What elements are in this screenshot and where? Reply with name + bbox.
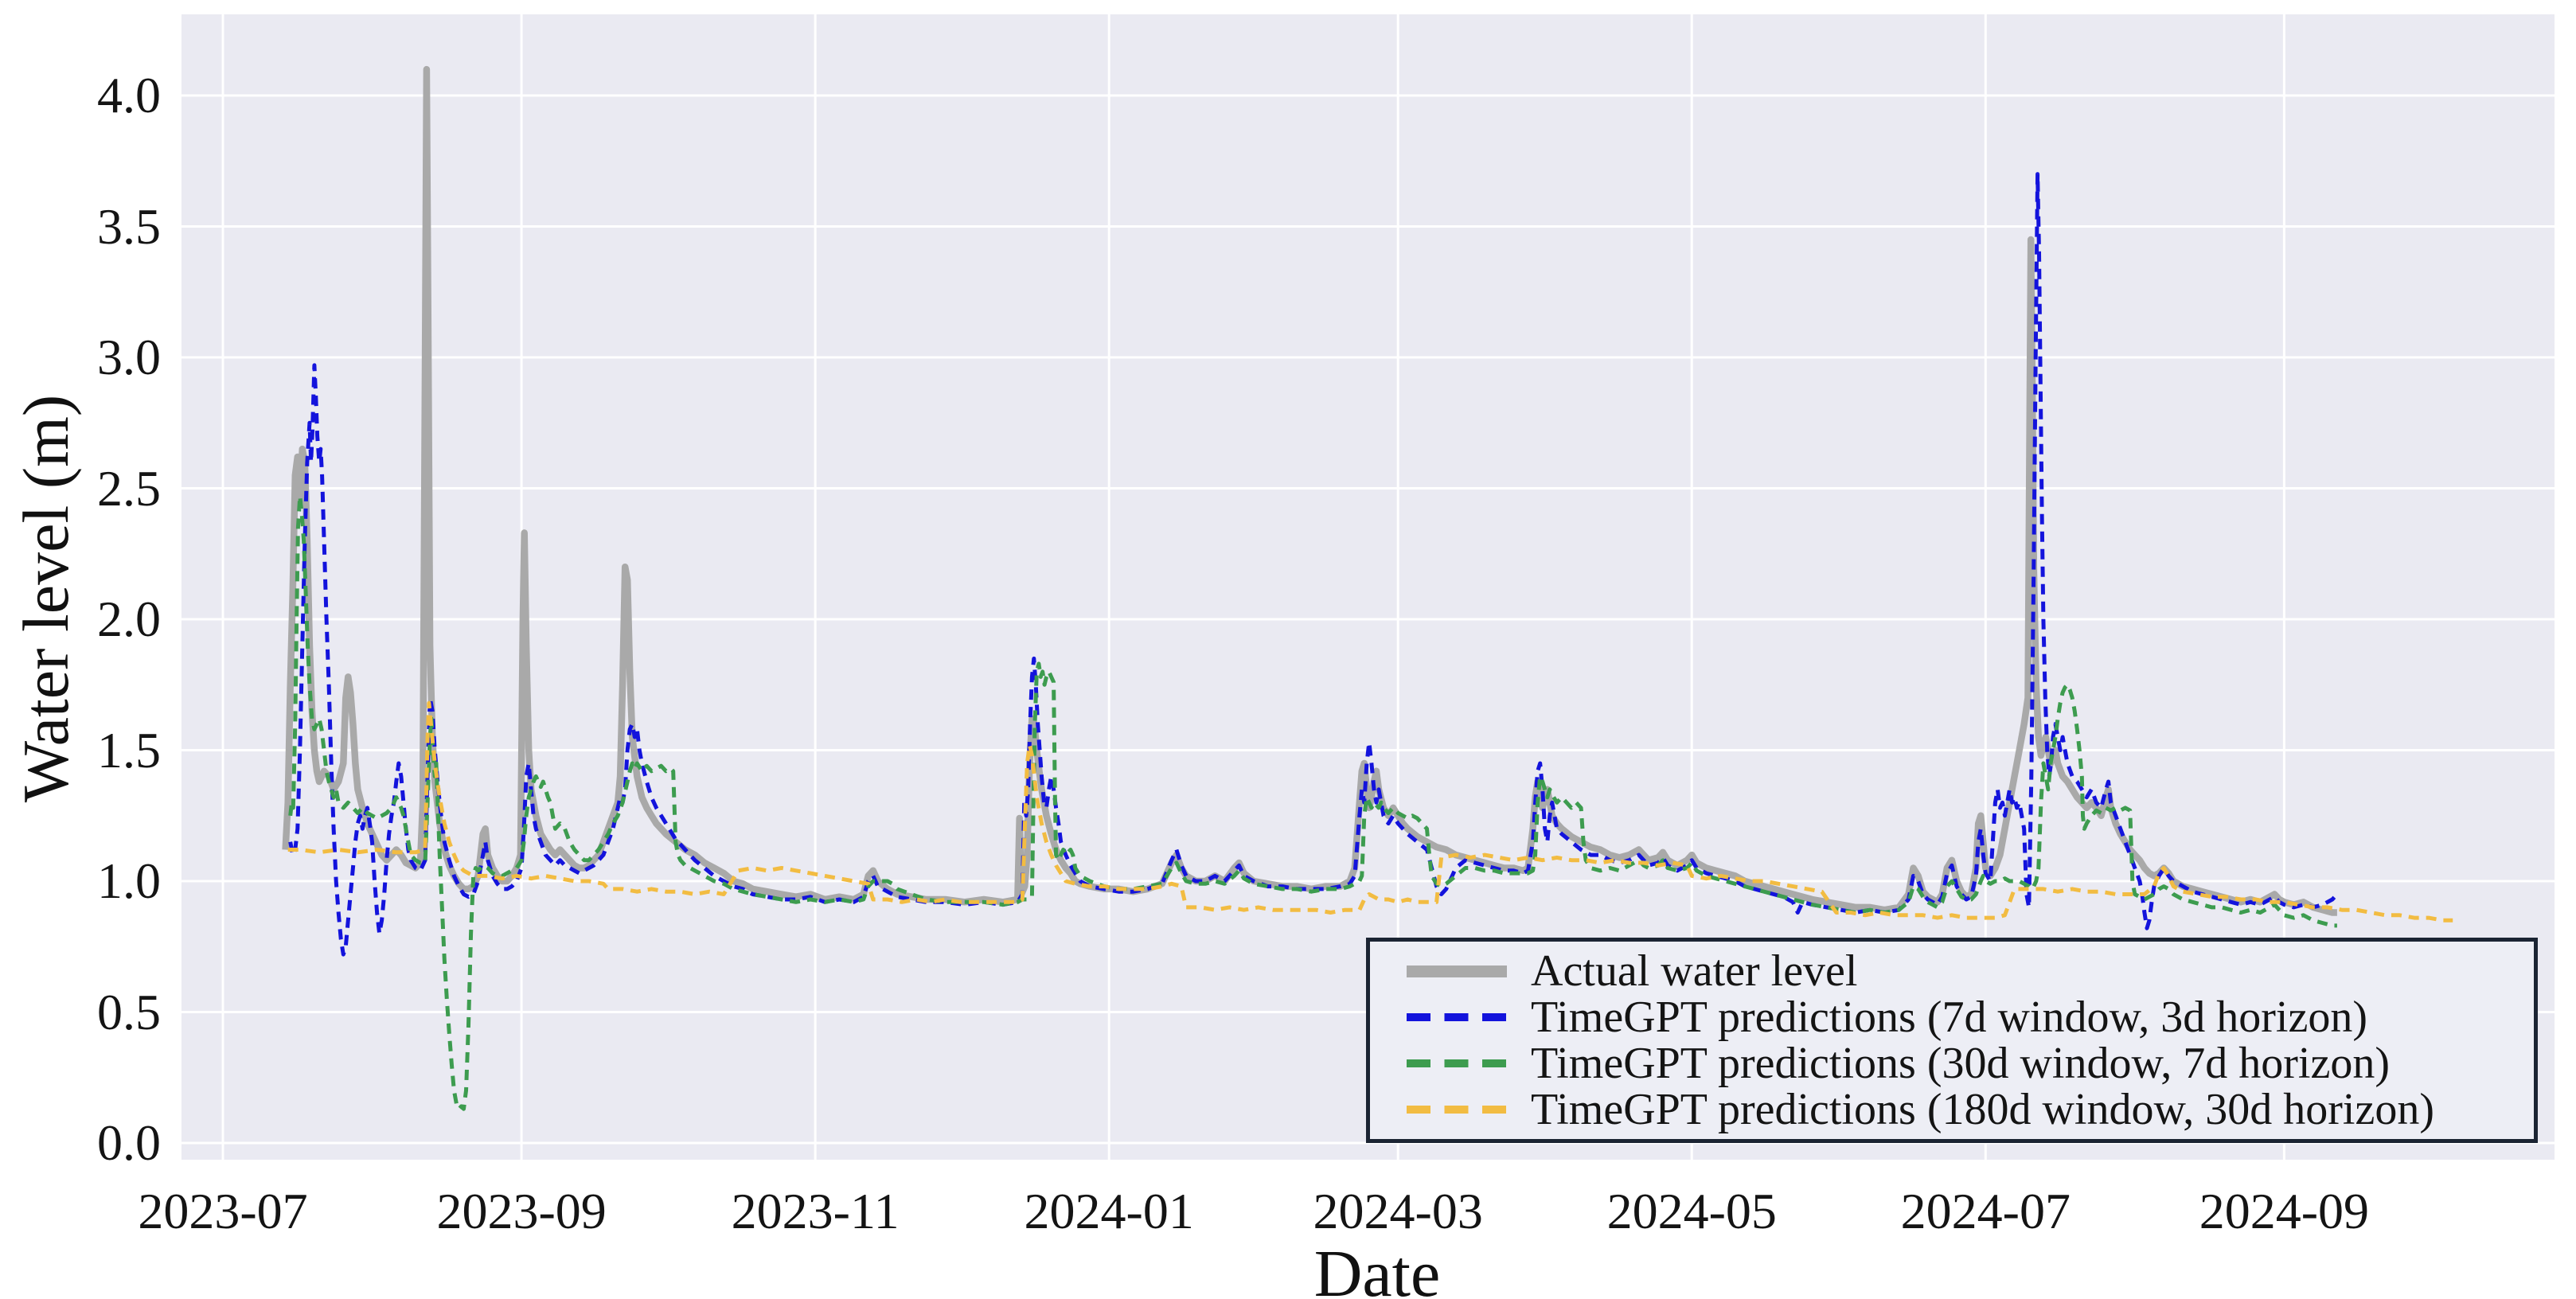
y-tick-label: 1.5 (97, 721, 161, 778)
series-line-3 (287, 700, 2453, 923)
legend-label: TimeGPT predictions (30d window, 7d hori… (1531, 1039, 2390, 1088)
x-tick-label: 2024-09 (2199, 1183, 2370, 1239)
legend-swatch-actual-line (1407, 965, 1507, 977)
legend-swatch-pred-30d-line (1407, 1059, 1507, 1067)
legend-label: TimeGPT predictions (7d window, 3d horiz… (1531, 993, 2367, 1042)
x-tick-label: 2024-03 (1313, 1183, 1483, 1239)
legend-row-pred-7d: TimeGPT predictions (7d window, 3d horiz… (1407, 995, 2534, 1040)
x-tick-label: 2024-01 (1024, 1183, 1194, 1239)
y-tick-label: 1.0 (97, 852, 161, 909)
legend-swatch-pred-7d-line (1407, 1013, 1507, 1021)
legend-row-actual: Actual water level (1407, 949, 2534, 993)
legend: Actual water level TimeGPT predictions (… (1366, 938, 2538, 1143)
y-tick-label: 3.0 (97, 329, 161, 385)
legend-row-pred-180d: TimeGPT predictions (180d window, 30d ho… (1407, 1087, 2534, 1132)
y-tick-label: 2.5 (97, 459, 161, 517)
y-axis-title: Water level (m) (10, 394, 82, 803)
legend-label: TimeGPT predictions (180d window, 30d ho… (1531, 1085, 2434, 1134)
legend-label: Actual water level (1531, 946, 1858, 996)
y-tick-label: 4.0 (97, 67, 161, 123)
x-axis-title: Date (1313, 1237, 1441, 1299)
x-tick-label: 2023-07 (138, 1183, 308, 1239)
y-tick-label: 0.5 (97, 983, 161, 1040)
series-line-2 (288, 493, 2337, 1111)
legend-swatch-pred-180d-line (1407, 1106, 1507, 1114)
x-tick-label: 2024-05 (1606, 1183, 1777, 1239)
y-tick-label: 2.0 (97, 591, 161, 647)
y-tick-label: 3.5 (97, 197, 161, 255)
x-tick-label: 2024-07 (1900, 1183, 2071, 1239)
series-lines (282, 65, 2453, 1111)
legend-row-pred-30d: TimeGPT predictions (30d window, 7d hori… (1407, 1041, 2534, 1086)
x-tick-label: 2023-11 (731, 1183, 900, 1239)
y-tick-label: 0.0 (97, 1114, 161, 1171)
x-tick-label: 2023-09 (436, 1183, 607, 1239)
